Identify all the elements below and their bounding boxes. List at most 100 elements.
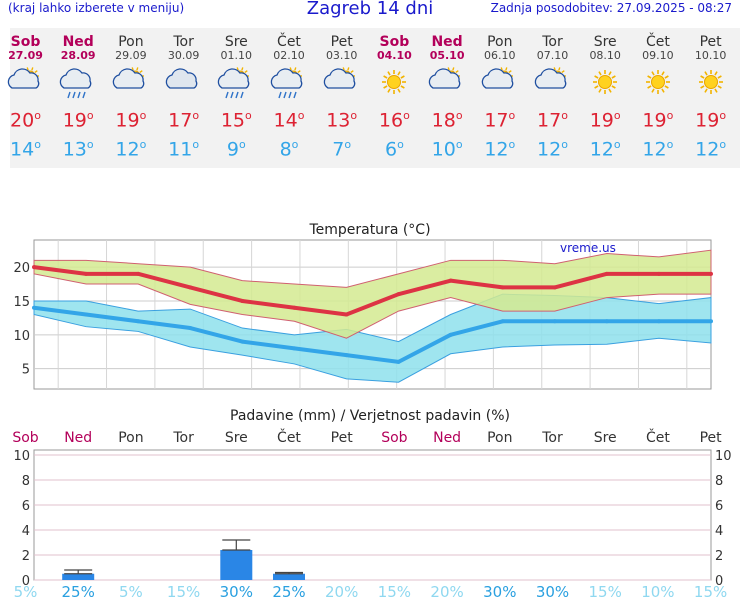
y-tick-label-left: 8 [22,474,30,489]
max-temp-value: 17 [168,109,193,132]
data-point [656,319,661,324]
max-temp-value: 19 [115,109,140,132]
min-temp-value: 9 [226,138,239,161]
x-tick-label: Sre [225,430,248,446]
y-tick-label: 5 [22,363,30,378]
min-temperature: 12o [632,132,684,162]
max-temperature: 19o [105,104,157,132]
precipitation-chart: Padavine (mm) / Verjetnost padavin (%) So… [12,408,731,600]
partly-cloudy-icon [481,67,514,89]
x-tick-label: Sob [381,430,407,446]
partly-cloudy-icon [7,67,39,89]
data-point [396,292,401,297]
min-temperature: 9o [210,132,262,162]
data-point [552,285,557,290]
y-tick-label-right: 8 [715,474,723,489]
degree-mark: o [350,109,358,122]
page-title: Zagreb 14 dni [306,0,434,19]
day-name: Pet [330,34,353,50]
degree-mark: o [666,109,674,122]
max-temp-value: 19 [695,109,720,132]
max-temperature: 19o [685,104,737,132]
min-temp-value: 12 [642,138,667,161]
data-point [604,271,609,276]
max-temperature: 17o [158,104,210,132]
max-temp-value: 17 [537,109,562,132]
day-name: Sob [379,34,410,50]
max-temperature: 13o [316,104,368,132]
min-temp-value: 8 [279,138,292,161]
max-temp-value: 16 [378,109,404,132]
data-point [32,305,36,310]
precip-probability: 30% [220,583,253,600]
data-point [84,271,89,276]
degree-mark: o [139,109,147,122]
degree-mark: o [291,138,299,152]
degree-mark: o [86,138,94,152]
forecast-day: Pet 03.10 13o 7o [316,28,368,163]
min-temp-value: 12 [695,138,720,161]
y-tick-label-right: 0 [715,574,723,589]
precip-probability: 5% [119,583,143,600]
degree-mark: o [403,109,410,122]
degree-mark: o [455,109,463,122]
precip-probability: 30% [483,583,516,600]
max-temp-value: 17 [484,109,509,132]
degree-mark: o [238,138,246,152]
min-temp-value: 13 [62,138,87,161]
max-temperature: 14o [263,104,315,132]
day-name: Sre [224,34,248,50]
min-temperature: 11o [158,132,210,162]
degree-mark: o [34,109,41,122]
daily-forecast-strip: Sob 27.09 20o 14o Ned 28.09 19o 13o Pon 29.09 19o 1… [7,28,740,168]
data-point [709,319,713,324]
cloudy-icon [165,68,197,89]
forecast-day: Sre 08.10 19o 12o [579,28,631,163]
max-temp-value: 14 [273,109,298,132]
max-temperature: 19o [579,104,631,132]
day-name: Pon [118,34,144,50]
precip-probability: 15% [694,583,727,600]
min-temperature: 10o [421,132,473,162]
y-tick-label-right: 2 [715,549,723,564]
precip-probability: 25% [272,583,305,600]
day-name: Čet [645,34,670,50]
min-temperature: 12o [579,132,631,162]
data-point [500,319,505,324]
degree-mark: o [397,138,404,152]
sun-rain-icon [218,67,250,99]
chart-title: Temperatura (°C) [308,222,430,238]
day-date: 28.09 [60,49,96,62]
y-tick-label-left: 6 [22,499,30,514]
sun-icon [382,70,407,94]
degree-mark: o [666,138,674,152]
day-name: Pon [487,34,513,50]
y-tick-label: 15 [13,295,30,310]
min-temperature: 7o [316,132,368,162]
day-name: Ned [62,34,94,50]
min-temperature: 12o [527,132,579,162]
min-temperature: 12o [685,132,737,162]
x-tick-label: Čet [277,428,301,446]
day-name: Čet [277,34,301,50]
min-temperature: 6o [368,132,420,162]
chart-title: Padavine (mm) / Verjetnost padavin (%) [230,408,510,424]
day-date: 29.09 [115,49,147,62]
min-temp-value: 14 [10,138,35,161]
day-date: 01.10 [220,49,253,62]
day-date: 03.10 [325,49,358,62]
min-temperature: 8o [263,132,315,162]
max-temp-value: 15 [220,109,246,132]
degree-mark: o [561,109,568,122]
min-temp-value: 11 [168,138,193,161]
min-temperature: 14o [0,132,52,162]
degree-mark: o [719,109,727,122]
forecast-day: Pet 10.10 19o 12o [685,28,737,163]
x-tick-label: Pet [700,430,723,446]
y-tick-label: 10 [13,329,30,344]
y-tick-label-right: 6 [715,499,723,514]
precip-probability: 10% [641,583,674,600]
x-tick-label: Pet [331,430,354,446]
watermark: vreme.us [560,241,616,255]
max-temperature: 15o [210,104,262,132]
